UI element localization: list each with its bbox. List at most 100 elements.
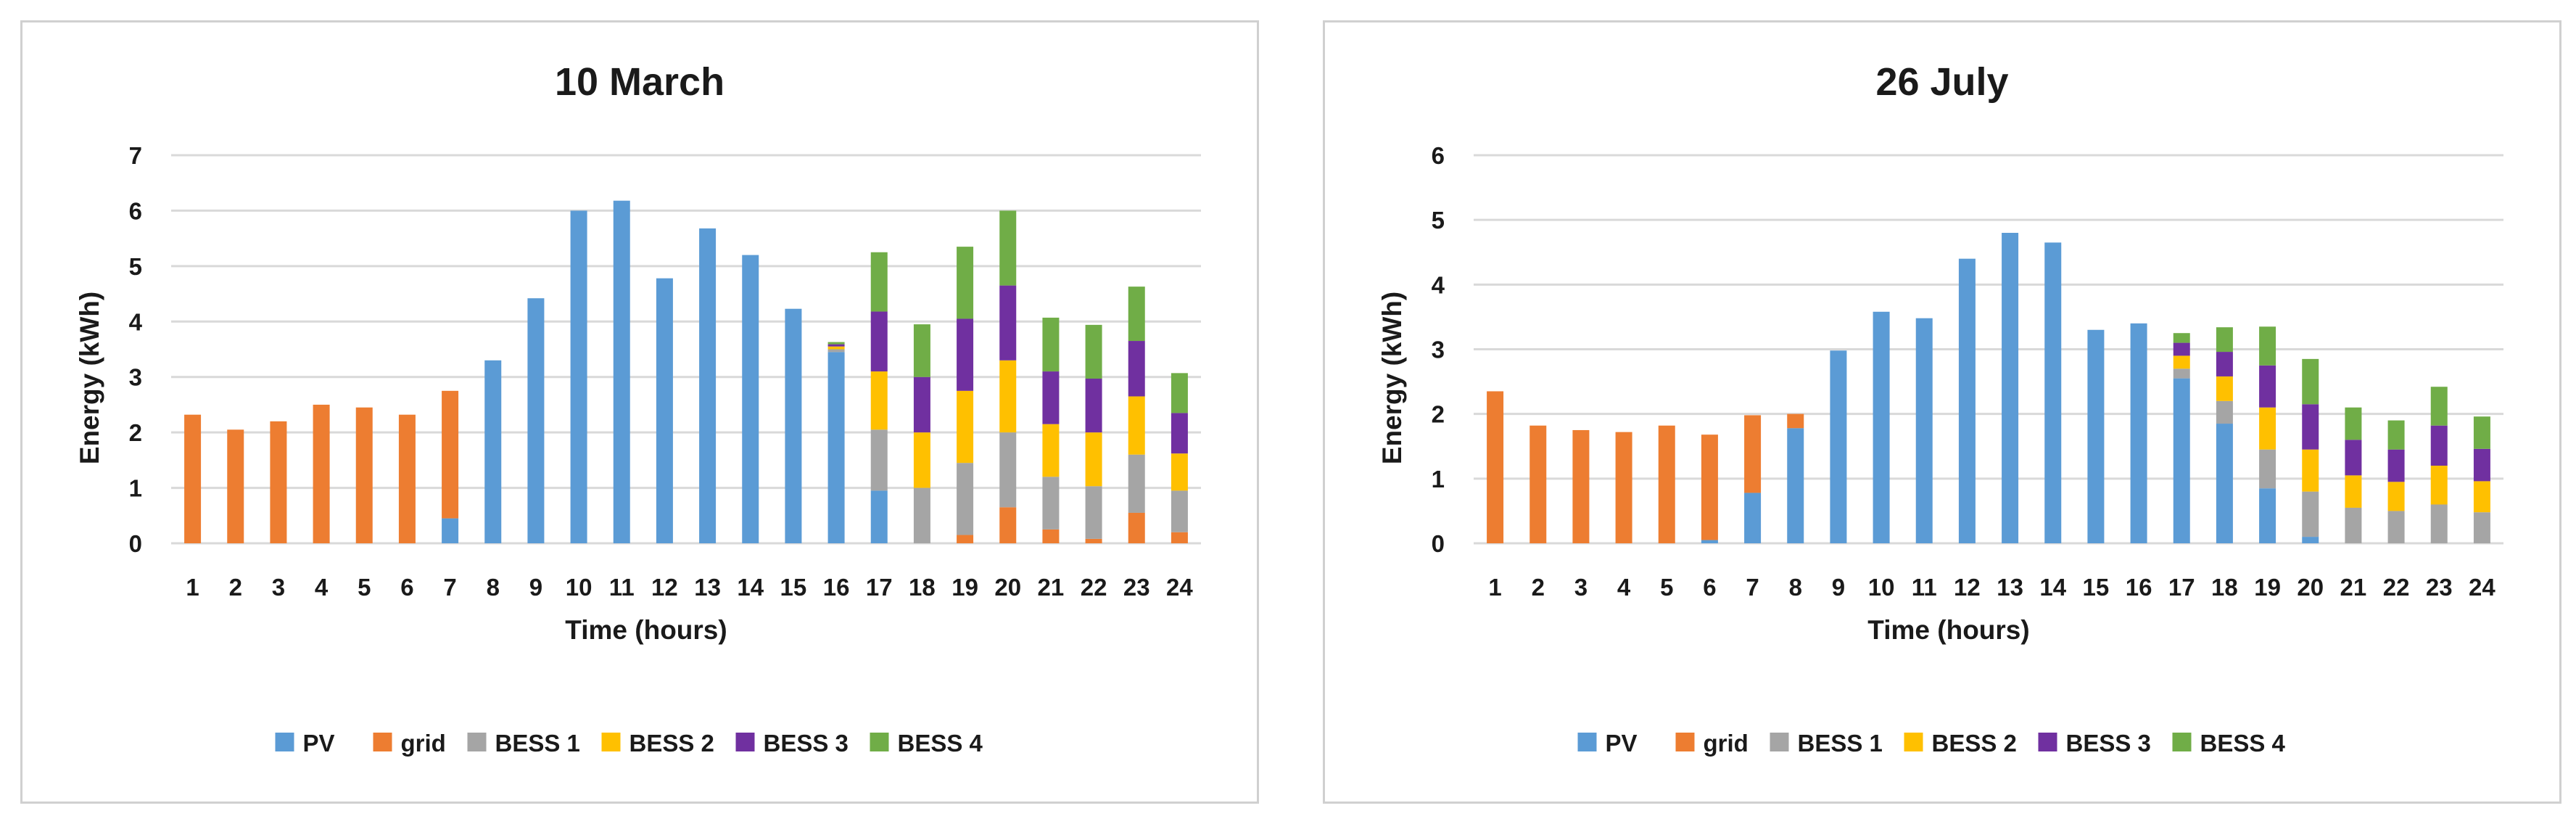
legend-swatch xyxy=(2038,733,2057,751)
bar-segment-pv xyxy=(2044,242,2062,543)
bar-segment-pv xyxy=(2302,537,2319,543)
legend-swatch xyxy=(275,733,294,751)
bar-segment-bess-3 xyxy=(913,376,930,433)
bar-segment-bess-4 xyxy=(2473,416,2490,449)
bar-segment-bess-3 xyxy=(957,318,974,391)
x-tick-label: 4 xyxy=(315,574,329,601)
bar-segment-bess-1 xyxy=(827,349,845,353)
bar-segment-bess-4 xyxy=(2430,387,2448,426)
x-tick-label: 9 xyxy=(529,574,542,601)
y-tick-label: 4 xyxy=(129,308,143,335)
bar-segment-bess-4 xyxy=(1128,287,1145,342)
y-tick-label: 5 xyxy=(129,253,142,280)
y-tick-label: 0 xyxy=(1432,530,1445,557)
legend-label: grid xyxy=(401,730,446,757)
bar-segment-bess-2 xyxy=(957,390,974,464)
bar-segment-pv xyxy=(2087,329,2105,543)
legend-label: grid xyxy=(1704,730,1749,757)
x-tick-label: 22 xyxy=(2383,574,2410,601)
bar-segment-bess-3 xyxy=(2387,449,2405,482)
bar-segment-grid xyxy=(1042,529,1060,543)
bar-segment-bess-2 xyxy=(870,371,888,430)
bar-segment-bess-3 xyxy=(1171,413,1188,454)
legend-label: BESS 2 xyxy=(629,730,714,757)
y-axis-label: Energy (kWh) xyxy=(75,292,104,464)
y-tick-label: 6 xyxy=(129,197,142,224)
y-tick-label: 4 xyxy=(1432,271,1445,298)
bar-segment-pv xyxy=(570,210,587,543)
bar-segment-bess-1 xyxy=(2259,449,2276,489)
bar-segment-bess-2 xyxy=(2473,481,2490,513)
legend-label: PV xyxy=(303,730,335,757)
legend-swatch xyxy=(735,733,755,751)
x-tick-label: 2 xyxy=(1532,574,1545,601)
bar-segment-grid xyxy=(1787,413,1804,429)
y-tick-label: 1 xyxy=(129,475,142,502)
bar-segment-pv xyxy=(827,352,845,543)
bar-segment-bess-2 xyxy=(1128,396,1145,455)
x-tick-label: 10 xyxy=(566,574,593,601)
bar-segment-bess-2 xyxy=(1085,432,1102,487)
x-tick-label: 16 xyxy=(823,574,850,601)
bar-segment-grid xyxy=(313,404,330,543)
x-tick-label: 16 xyxy=(2126,574,2152,601)
bar-segment-bess-4 xyxy=(2345,407,2362,440)
x-tick-label: 21 xyxy=(2340,574,2367,601)
x-tick-label: 7 xyxy=(443,574,456,601)
bar-segment-bess-3 xyxy=(2345,440,2362,476)
bar-segment-bess-1 xyxy=(2387,511,2405,543)
x-tick-label: 3 xyxy=(1574,574,1588,601)
legend-label: BESS 3 xyxy=(2066,730,2151,757)
x-tick-label: 13 xyxy=(694,574,721,601)
x-tick-label: 22 xyxy=(1081,574,1107,601)
bar-segment-bess-3 xyxy=(1128,341,1145,397)
bar-segment-grid xyxy=(1658,425,1675,543)
bar-segment-grid xyxy=(398,414,416,543)
bar-segment-grid xyxy=(442,390,459,519)
legend-label: BESS 3 xyxy=(764,730,849,757)
bar-segment-bess-3 xyxy=(2473,448,2490,482)
bar-segment-bess-1 xyxy=(2216,400,2233,424)
x-tick-label: 14 xyxy=(737,574,764,601)
x-tick-label: 2 xyxy=(229,574,242,601)
bar-segment-bess-4 xyxy=(999,210,1017,286)
x-tick-label: 5 xyxy=(358,574,371,601)
x-tick-label: 3 xyxy=(272,574,285,601)
bar-segment-grid xyxy=(227,429,244,543)
x-tick-label: 23 xyxy=(2426,574,2453,601)
x-tick-label: 12 xyxy=(651,574,678,601)
x-tick-label: 17 xyxy=(866,574,893,601)
bar-segment-pv xyxy=(613,200,630,543)
bar-segment-bess-2 xyxy=(999,360,1017,433)
chart-title: 26 July xyxy=(1875,60,2008,104)
bar-segment-grid xyxy=(270,421,287,543)
y-axis-label: Energy (kWh) xyxy=(1377,292,1407,464)
x-axis-label: Time (hours) xyxy=(565,615,727,645)
x-tick-label: 15 xyxy=(780,574,807,601)
bar-segment-pv xyxy=(1787,428,1804,543)
bar-segment-pv xyxy=(1873,311,1890,543)
bar-segment-pv xyxy=(1958,258,1976,543)
x-tick-label: 24 xyxy=(2469,574,2496,601)
bar-segment-bess-4 xyxy=(870,252,888,312)
y-tick-label: 3 xyxy=(129,364,142,391)
y-tick-label: 7 xyxy=(129,142,142,169)
bar-segment-bess-2 xyxy=(913,432,930,488)
bar-segment-bess-3 xyxy=(2216,352,2233,376)
bar-segment-grid xyxy=(1085,538,1102,543)
bar-segment-bess-2 xyxy=(2216,376,2233,401)
y-tick-label: 6 xyxy=(1432,142,1445,169)
bar-segment-pv xyxy=(442,518,459,543)
bar-segment-bess-2 xyxy=(2173,355,2190,369)
bar-segment-bess-3 xyxy=(2430,425,2448,466)
gridlines xyxy=(171,154,1201,545)
bar-segment-bess-1 xyxy=(2430,504,2448,543)
bar-segment-bess-1 xyxy=(2302,491,2319,537)
bar-segment-pv xyxy=(2130,323,2147,543)
bar-segment-bess-2 xyxy=(2259,407,2276,450)
x-tick-label: 5 xyxy=(1660,574,1673,601)
bar-segment-bess-4 xyxy=(2387,420,2405,450)
bar-segment-pv xyxy=(1701,540,1718,543)
legend-swatch xyxy=(1577,733,1597,751)
